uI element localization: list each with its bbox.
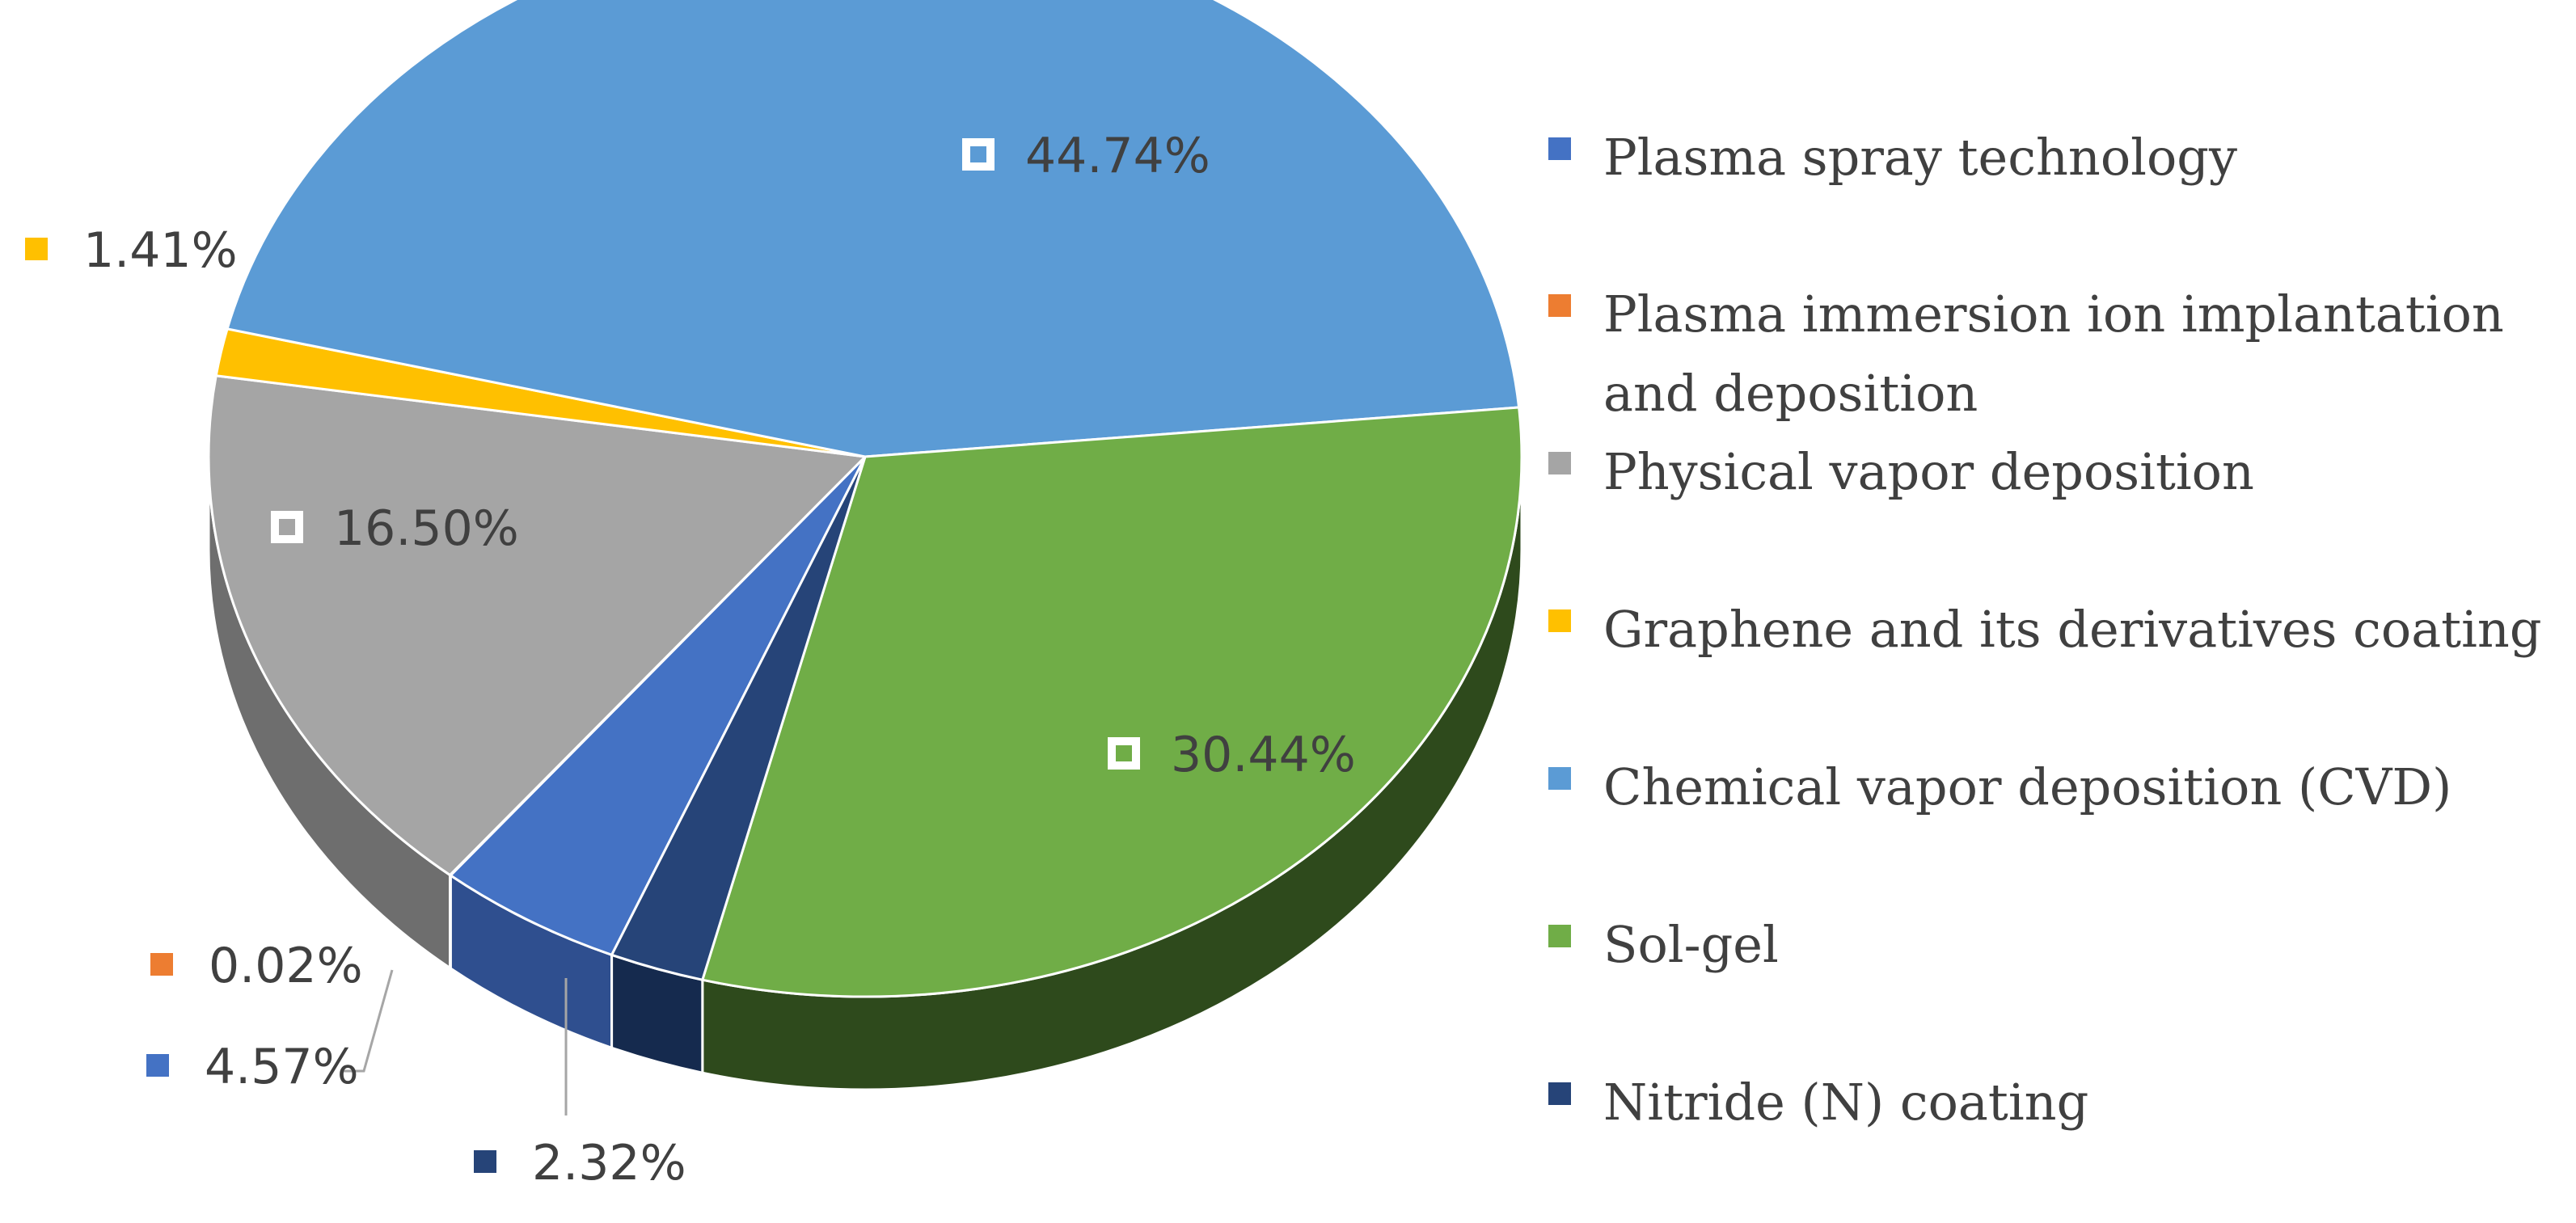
legend-label-1: Plasma immersion ion implantation and de… [1603,285,2504,423]
data-label-2: 16.50% [271,500,519,557]
data-label-0: 4.57% [146,1039,359,1095]
pie-slice-4 [226,0,1521,458]
data-label-swatch-0 [146,1054,169,1077]
legend-swatch-6 [1548,1082,1571,1105]
leader-line-0 [344,969,394,1073]
legend-item-2: Physical vapor deposition [1548,432,2576,512]
data-label-value-0: 4.57% [205,1039,359,1095]
data-label-5: 30.44% [1108,727,1356,783]
data-label-value-3: 1.41% [83,222,238,279]
data-label-6: 2.32% [474,1135,686,1191]
legend-label-3: Graphene and its derivatives coating [1603,600,2542,659]
legend-swatch-5 [1548,925,1571,947]
legend-swatch-0 [1548,137,1571,160]
data-labels: 4.57% 0.02% 16.50% 1.41% 44.74% 30.44% 2.32% [25,128,1356,1191]
legend-label-5: Sol-gel [1603,915,1779,974]
data-label-swatch-6 [474,1150,496,1173]
legend-item-5: Sol-gel [1548,905,2576,985]
legend-swatch-3 [1548,609,1571,632]
legend-swatch-1 [1548,294,1571,317]
pie-slice-0 [448,455,867,957]
pie-slice-5 [700,406,1523,998]
pie-tops [207,0,1523,998]
legend-swatch-2 [1548,452,1571,474]
pie-slice-2 [207,374,868,877]
data-label-value-5: 30.44% [1171,727,1356,783]
data-label-swatch-1 [150,953,173,976]
data-label-3: 1.41% [25,222,238,279]
legend-item-0: Plasma spray technology [1548,118,2576,197]
legend-item-4: Chemical vapor deposition (CVD) [1548,748,2576,827]
data-label-value-6: 2.32% [532,1135,686,1191]
pie-slice-6 [610,456,867,981]
legend-label-2: Physical vapor deposition [1603,442,2254,501]
legend-item-1: Plasma immersion ion implantation and de… [1548,275,2576,433]
data-label-swatch-2 [279,519,295,535]
data-label-value-1: 0.02% [209,938,363,994]
data-label-swatch-3 [25,238,48,260]
data-label-1: 0.02% [150,938,363,994]
data-label-value-4: 44.74% [1025,128,1210,184]
legend-item-6: Nitride (N) coating [1548,1063,2576,1142]
legend-label-0: Plasma spray technology [1603,128,2238,187]
data-label-4: 44.74% [962,128,1210,184]
legend-label-6: Nitride (N) coating [1603,1073,2089,1132]
leader-lines [344,969,568,1115]
data-label-value-2: 16.50% [334,500,519,557]
legend-label-4: Chemical vapor deposition (CVD) [1603,757,2452,816]
legend-item-3: Graphene and its derivatives coating [1548,590,2576,669]
data-label-swatch-5 [1116,745,1132,761]
data-label-swatch-4 [970,146,986,162]
legend-swatch-4 [1548,767,1571,790]
